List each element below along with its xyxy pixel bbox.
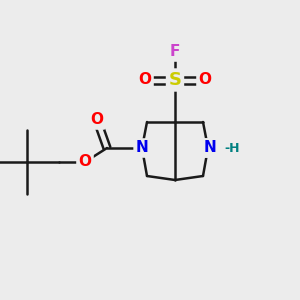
Text: O: O	[79, 154, 92, 169]
Text: F: F	[170, 44, 180, 59]
Text: O: O	[139, 73, 152, 88]
Text: S: S	[169, 71, 182, 89]
Text: N: N	[136, 140, 148, 155]
Text: O: O	[91, 112, 103, 128]
Text: N: N	[202, 140, 214, 155]
Text: O: O	[199, 73, 212, 88]
Text: N: N	[204, 140, 216, 155]
Text: -H: -H	[224, 142, 239, 154]
